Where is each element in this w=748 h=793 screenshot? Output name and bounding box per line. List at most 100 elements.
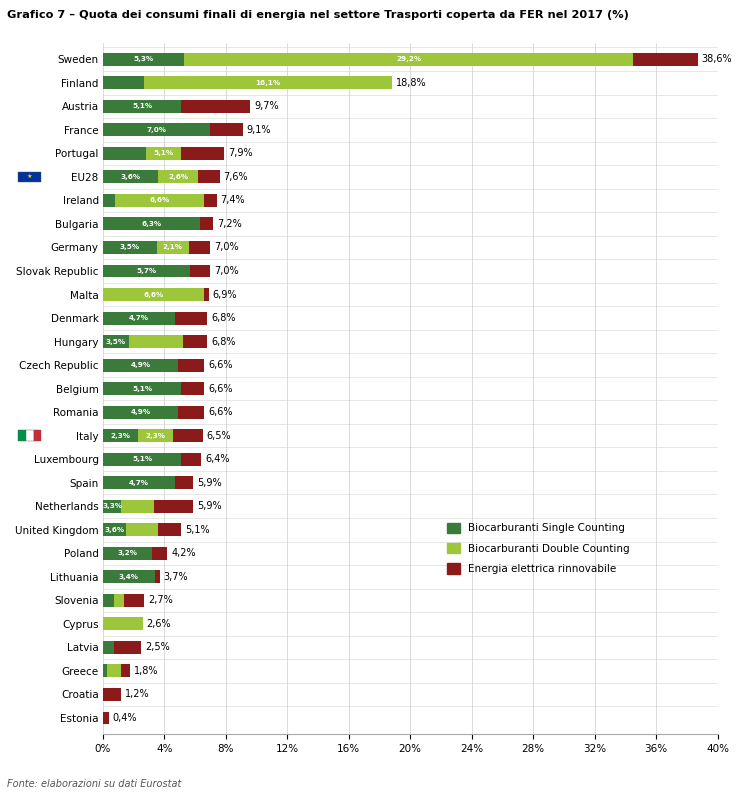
Bar bbox=[102, 358, 178, 372]
Bar bbox=[18, 171, 41, 182]
Text: 7,9%: 7,9% bbox=[228, 148, 253, 159]
Text: 3,7%: 3,7% bbox=[164, 572, 188, 582]
Text: 5,3%: 5,3% bbox=[133, 56, 153, 62]
Bar bbox=[124, 594, 144, 607]
Bar bbox=[200, 217, 213, 231]
Bar bbox=[158, 523, 181, 536]
Bar bbox=[108, 665, 121, 677]
Bar bbox=[102, 547, 152, 560]
Bar bbox=[114, 594, 124, 607]
Bar bbox=[18, 431, 26, 441]
Text: 4,7%: 4,7% bbox=[129, 480, 149, 486]
Bar bbox=[204, 288, 209, 301]
Bar bbox=[102, 76, 144, 90]
Bar bbox=[175, 477, 194, 489]
Bar bbox=[121, 665, 130, 677]
Text: 5,7%: 5,7% bbox=[137, 268, 156, 274]
Bar bbox=[102, 477, 175, 489]
Text: 5,9%: 5,9% bbox=[197, 501, 222, 511]
Text: 7,6%: 7,6% bbox=[224, 172, 248, 182]
Text: 7,0%: 7,0% bbox=[147, 127, 167, 132]
Bar bbox=[175, 312, 207, 324]
Text: 6,8%: 6,8% bbox=[211, 336, 236, 347]
Bar bbox=[102, 711, 109, 725]
Text: 18,8%: 18,8% bbox=[396, 78, 426, 88]
Bar bbox=[156, 241, 188, 254]
Text: 9,1%: 9,1% bbox=[247, 125, 271, 135]
Bar bbox=[191, 265, 210, 278]
Text: 4,2%: 4,2% bbox=[171, 548, 196, 558]
Bar bbox=[198, 170, 220, 183]
Bar bbox=[181, 100, 251, 113]
Text: 7,2%: 7,2% bbox=[218, 219, 242, 229]
Bar bbox=[210, 124, 242, 136]
Text: 5,1%: 5,1% bbox=[185, 525, 209, 534]
Bar bbox=[102, 53, 184, 66]
Text: 5,1%: 5,1% bbox=[132, 103, 152, 109]
Text: 29,2%: 29,2% bbox=[396, 56, 421, 62]
Bar bbox=[102, 100, 181, 113]
Bar bbox=[102, 500, 121, 513]
Text: 6,6%: 6,6% bbox=[150, 197, 170, 203]
Text: 6,8%: 6,8% bbox=[211, 313, 236, 323]
Bar bbox=[178, 406, 204, 419]
Text: 6,3%: 6,3% bbox=[141, 221, 162, 227]
Text: ★: ★ bbox=[27, 174, 33, 179]
Text: 2,1%: 2,1% bbox=[163, 244, 183, 251]
Bar bbox=[153, 500, 194, 513]
Bar bbox=[34, 431, 41, 441]
Bar bbox=[102, 429, 138, 442]
Bar bbox=[633, 53, 698, 66]
Bar bbox=[188, 241, 210, 254]
Text: 2,6%: 2,6% bbox=[168, 174, 188, 180]
Text: 6,5%: 6,5% bbox=[206, 431, 231, 441]
Text: 6,6%: 6,6% bbox=[208, 360, 233, 370]
Text: 3,4%: 3,4% bbox=[119, 574, 139, 580]
Bar bbox=[102, 335, 129, 348]
Bar bbox=[102, 594, 114, 607]
Bar bbox=[181, 453, 201, 465]
Bar bbox=[115, 194, 204, 207]
Bar bbox=[102, 312, 175, 324]
Text: 5,1%: 5,1% bbox=[153, 151, 174, 156]
Bar bbox=[121, 500, 153, 513]
Text: 3,6%: 3,6% bbox=[104, 527, 124, 533]
Text: 3,5%: 3,5% bbox=[105, 339, 126, 345]
Bar bbox=[129, 335, 183, 348]
Bar bbox=[102, 265, 191, 278]
Bar bbox=[26, 431, 34, 441]
Text: 2,6%: 2,6% bbox=[147, 619, 171, 629]
Text: 9,7%: 9,7% bbox=[254, 102, 279, 111]
Bar bbox=[146, 147, 181, 160]
Bar bbox=[102, 124, 210, 136]
Bar bbox=[102, 523, 126, 536]
Text: 6,6%: 6,6% bbox=[144, 292, 164, 297]
Text: 2,3%: 2,3% bbox=[146, 433, 166, 439]
Bar bbox=[102, 618, 143, 630]
Bar bbox=[181, 382, 204, 395]
Text: 16,1%: 16,1% bbox=[256, 80, 280, 86]
Bar bbox=[174, 429, 203, 442]
Bar bbox=[155, 570, 159, 584]
Bar bbox=[102, 147, 146, 160]
Bar bbox=[102, 288, 204, 301]
Text: 2,3%: 2,3% bbox=[111, 433, 130, 439]
Bar bbox=[102, 570, 155, 584]
Bar bbox=[158, 170, 198, 183]
Bar bbox=[183, 335, 207, 348]
Text: 1,2%: 1,2% bbox=[125, 689, 150, 699]
Bar bbox=[126, 523, 158, 536]
Bar bbox=[102, 665, 108, 677]
Text: 3,5%: 3,5% bbox=[120, 244, 140, 251]
Text: 5,9%: 5,9% bbox=[197, 477, 222, 488]
Bar bbox=[138, 429, 174, 442]
Text: 6,6%: 6,6% bbox=[208, 384, 233, 393]
Bar bbox=[144, 76, 392, 90]
Text: 1,8%: 1,8% bbox=[135, 666, 159, 676]
Text: 3,6%: 3,6% bbox=[120, 174, 141, 180]
Text: Fonte: elaborazioni su dati Eurostat: Fonte: elaborazioni su dati Eurostat bbox=[7, 779, 182, 789]
Bar bbox=[181, 147, 224, 160]
Text: 2,7%: 2,7% bbox=[148, 596, 173, 605]
Text: 38,6%: 38,6% bbox=[702, 54, 732, 64]
Text: 7,4%: 7,4% bbox=[221, 195, 245, 205]
